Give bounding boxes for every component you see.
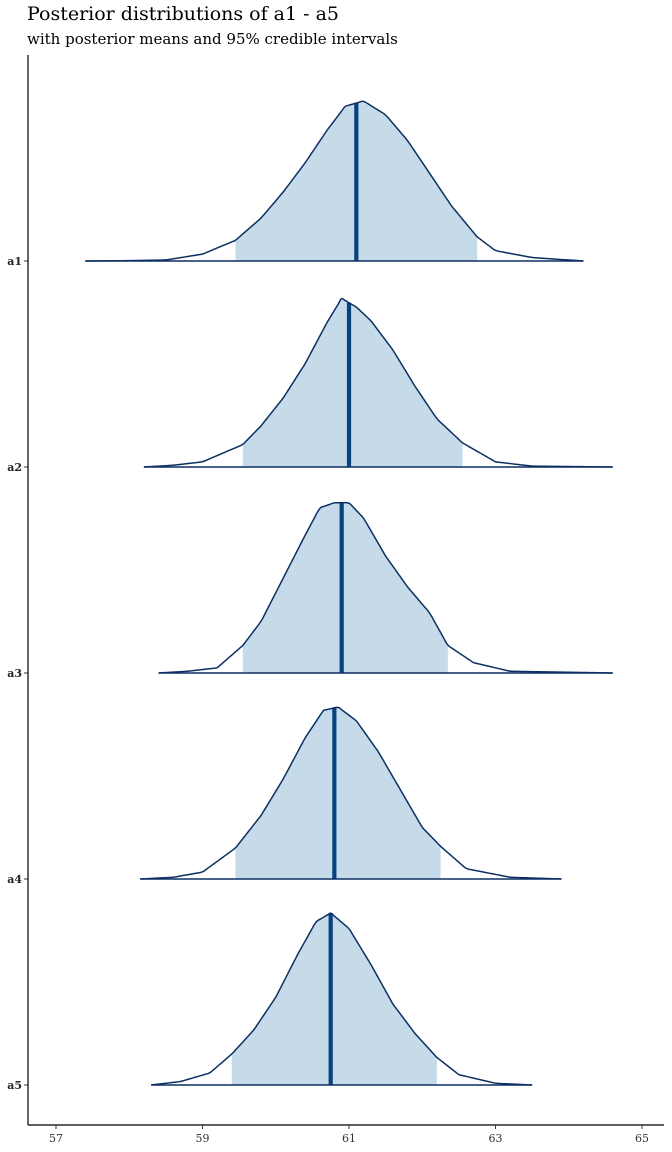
y-tick-label-a1: a1 (7, 255, 22, 268)
density-curve-a5 (151, 912, 533, 1086)
x-tick-label-63: 63 (489, 1132, 503, 1145)
x-tick-label-59: 59 (196, 1132, 210, 1145)
density-curve-a1 (85, 100, 584, 262)
axes-layer: a1 a2 a3 a4 a5 57 59 61 63 65 (7, 55, 664, 1145)
chart-title: Posterior distributions of a1 - a5 (27, 3, 340, 25)
ridges-layer (85, 100, 613, 1086)
y-tick-label-a3: a3 (7, 667, 22, 680)
density-curve-a3 (158, 501, 613, 674)
x-tick-label-65: 65 (635, 1132, 649, 1145)
density-curve-a2 (143, 297, 613, 468)
y-tick-label-a4: a4 (7, 873, 22, 886)
x-tick-label-61: 61 (342, 1132, 356, 1145)
density-curve-a4 (140, 706, 562, 880)
ci-area-a3 (242, 502, 448, 673)
y-tick-label-a2: a2 (7, 461, 22, 474)
y-tick-label-a5: a5 (7, 1079, 22, 1092)
ridge-a4 (140, 706, 562, 880)
ci-area-a5 (231, 913, 437, 1085)
ridge-a1 (85, 100, 584, 262)
ci-area-a4 (235, 706, 441, 879)
chart-subtitle: with posterior means and 95% credible in… (27, 30, 398, 48)
ci-area-a2 (242, 298, 463, 467)
ridge-a5 (151, 912, 533, 1086)
x-tick-label-57: 57 (49, 1132, 63, 1145)
ridge-a2 (143, 297, 613, 468)
ridge-a3 (158, 501, 613, 674)
